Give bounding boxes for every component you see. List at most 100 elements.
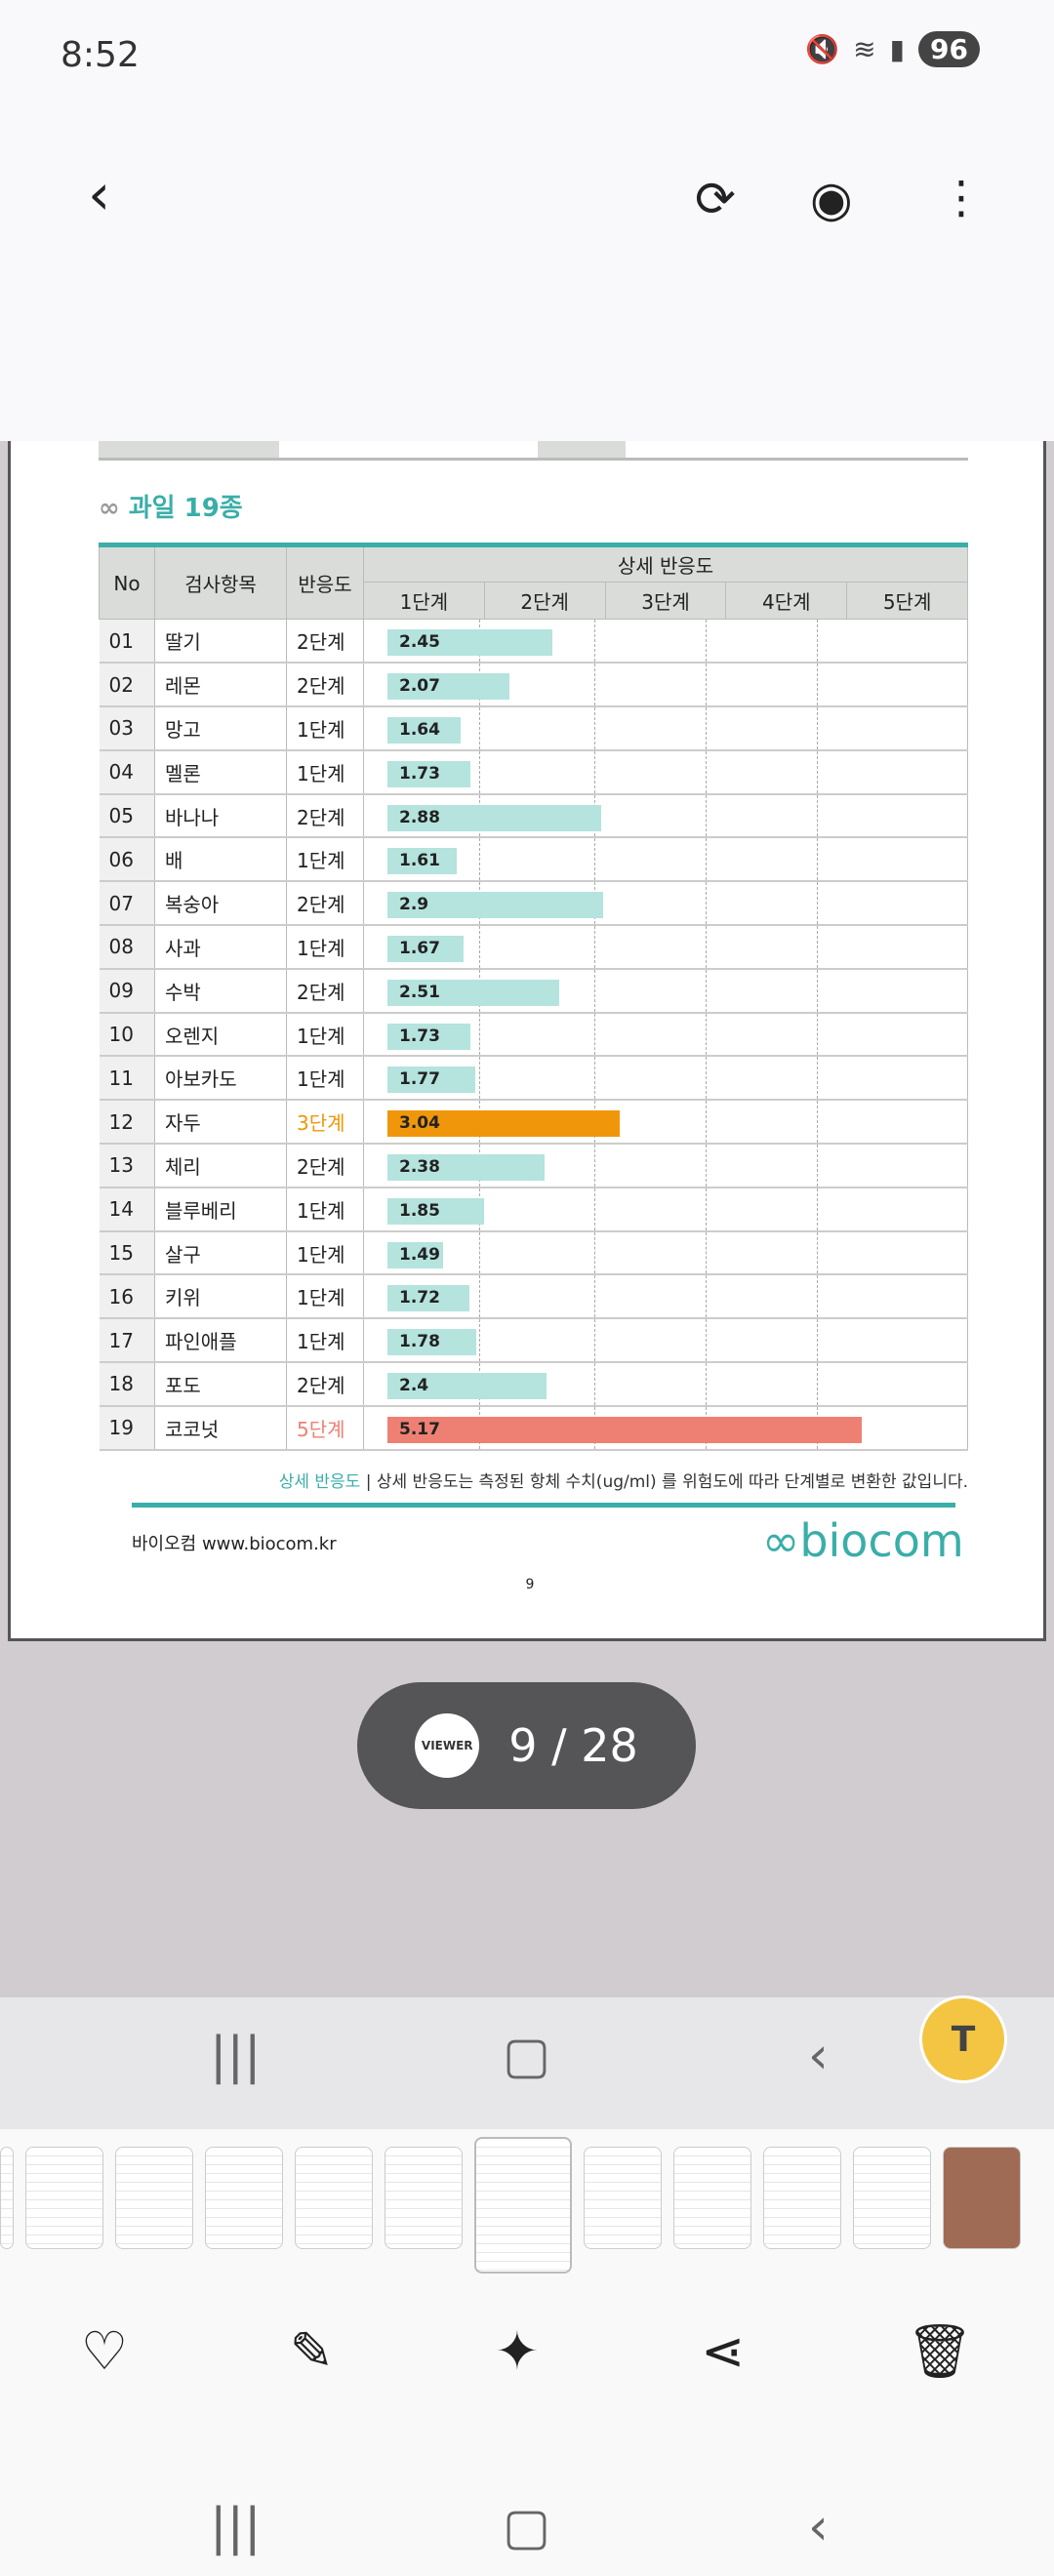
table-row: 18 포도 2단계 2.4 [99,1362,968,1407]
row-level: 2단계 [286,1144,364,1188]
grid-line [594,838,595,881]
grid-line [817,1363,818,1405]
grid-line [706,1101,707,1144]
row-level: 3단계 [286,1100,364,1146]
row-bar-cell: 2.51 [363,968,968,1014]
thumbnail[interactable] [763,2147,841,2249]
table-row: 01 딸기 2단계 2.45 [99,619,968,664]
favorite-icon[interactable]: ♡ [80,2320,129,2382]
delete-icon[interactable]: 🗑 [906,2320,974,2382]
row-no: 18 [99,1362,155,1407]
reaction-bar: 2.38 [387,1154,545,1182]
grid-line [706,1187,707,1230]
reaction-bar: 2.45 [387,629,552,656]
edit-icon[interactable]: ✎ [289,2320,334,2382]
grid-line [479,1013,480,1056]
navigation-bar: ||| ▢ ‹ [0,1997,1054,2129]
table-row: 14 블루베리 1단계 1.85 [99,1187,968,1232]
home-icon[interactable]: ▢ [503,2027,551,2085]
row-no: 03 [99,706,155,751]
reaction-bar: 1.49 [387,1241,444,1268]
recents-icon[interactable]: ||| [210,2498,262,2556]
play-icon[interactable]: ⟳ [695,171,736,227]
grid-line [706,1145,707,1187]
home-icon[interactable]: ▢ [503,2498,551,2556]
row-item: 체리 [154,1144,287,1188]
row-no: 19 [99,1405,155,1451]
text-recognition-button[interactable]: T [919,1995,1007,2083]
row-bar-cell: 1.67 [363,925,968,970]
grid-line [817,620,818,663]
recents-icon[interactable]: ||| [210,2027,262,2085]
table-row: 13 체리 2단계 2.38 [99,1144,968,1188]
row-no: 09 [99,968,155,1014]
row-item: 오렌지 [154,1012,287,1058]
thumbnail[interactable] [0,2147,14,2249]
row-no: 06 [99,837,155,883]
thumbnail[interactable] [673,2147,751,2249]
eye-icon[interactable]: ◉ [810,171,853,227]
thumbnail[interactable] [853,2147,931,2249]
row-level: 2단계 [286,1362,364,1407]
ai-edit-icon[interactable]: ✦ [495,2320,540,2382]
row-bar-cell: 2.45 [363,619,968,664]
grid-line [479,707,480,749]
header-stage: 4단계 [725,582,848,620]
row-level: 1단계 [286,1274,364,1320]
row-bar-cell: 1.49 [363,1230,968,1276]
grid-line [594,750,595,793]
row-no: 16 [99,1274,155,1320]
grid-line [706,664,707,706]
thumbnail-photo[interactable] [943,2147,1021,2249]
row-bar-cell: 1.85 [363,1187,968,1232]
header-stage: 2단계 [483,582,606,620]
grid-line [817,707,818,749]
document-viewer[interactable]: ∞ 과일 19종 No 검사항목 반응도 상세 반응도 1단계 2단계 3단계 4단계… [0,441,1054,1997]
back-nav-icon[interactable]: ‹ [808,2027,829,2085]
back-nav-icon[interactable]: ‹ [808,2498,829,2556]
thumbnail[interactable] [584,2147,662,2249]
reaction-bar: 2.51 [387,979,559,1006]
grid-line [817,1101,818,1144]
footnote: 상세 반응도 | 상세 반응도는 측정된 항체 수치(ug/ml) 를 위험도에… [278,1472,968,1492]
row-item: 복숭아 [154,881,287,927]
row-level: 2단계 [286,881,364,927]
row-bar-cell: 1.77 [363,1056,968,1102]
row-bar-cell: 2.4 [363,1362,968,1407]
row-item: 배 [154,837,287,883]
table-row: 09 수박 2단계 2.51 [99,968,968,1014]
row-bar-cell: 1.73 [363,749,968,795]
grid-line [594,969,595,1012]
text-scan-icon: T [951,2019,976,2060]
thumbnail[interactable] [295,2147,373,2249]
grid-line [817,664,818,706]
share-icon[interactable]: ⋖ [701,2320,746,2382]
row-bar-cell: 1.72 [363,1274,968,1320]
row-bar-cell: 1.78 [363,1318,968,1364]
row-level: 2단계 [286,619,364,664]
row-item: 수박 [154,968,287,1014]
row-no: 17 [99,1318,155,1364]
row-no: 08 [99,925,155,970]
thumbnail[interactable] [205,2147,283,2249]
grid-line [706,1013,707,1056]
grid-line [594,926,595,968]
more-icon[interactable]: ⋮ [939,171,984,223]
thumbnail[interactable] [25,2147,103,2249]
back-icon[interactable]: ‹ [88,161,111,227]
table-row: 19 코코넛 5단계 5.17 [99,1405,968,1451]
row-item: 코코넛 [154,1405,287,1451]
grid-line [817,1057,818,1100]
grid-line [817,1275,818,1318]
grid-line [594,1057,595,1100]
grid-line [817,750,818,793]
header-reaction: 반응도 [286,543,364,620]
thumbnail[interactable] [385,2147,463,2249]
row-level: 2단계 [286,663,364,708]
row-item: 자두 [154,1100,287,1146]
row-item: 키위 [154,1274,287,1320]
grid-line [706,1275,707,1318]
thumbnail-strip[interactable] [0,2137,1054,2274]
thumbnail-current[interactable] [474,2137,572,2274]
thumbnail[interactable] [115,2147,193,2249]
